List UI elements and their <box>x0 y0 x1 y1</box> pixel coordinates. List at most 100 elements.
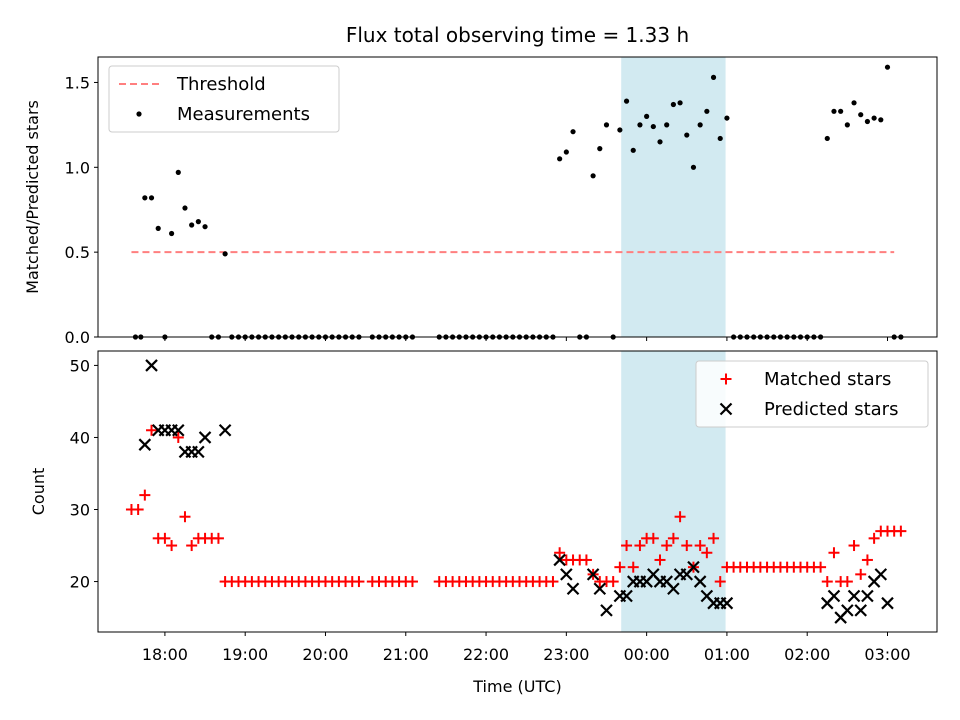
measurement-point <box>189 222 195 228</box>
bottom-y-tick-label: 20 <box>70 573 90 592</box>
matched-star-point <box>681 540 693 552</box>
top-y-tick-label: 1.5 <box>65 73 90 92</box>
top-highlight-span <box>621 57 726 337</box>
legend-entry-label: Threshold <box>176 74 266 95</box>
matched-star-point <box>654 554 666 566</box>
measurement-point <box>844 122 850 128</box>
predicted-star-point <box>720 596 734 610</box>
bottom-series <box>125 359 907 624</box>
x-tick-label: 19:00 <box>222 645 268 664</box>
predicted-star-point <box>172 423 185 437</box>
matched-star-point <box>179 511 191 523</box>
predicted-star-point <box>138 438 152 451</box>
legend-swatch <box>136 111 142 117</box>
measurement-point <box>871 115 877 121</box>
measurement-point <box>630 147 636 153</box>
measurement-point <box>690 164 697 170</box>
predicted-star-point <box>847 589 861 603</box>
measurement-point <box>858 112 864 118</box>
measurement-point <box>182 205 188 211</box>
matched-star-point <box>828 547 840 559</box>
predicted-star-point <box>586 568 600 581</box>
matched-star-point <box>212 532 224 544</box>
x-tick-label: 00:00 <box>624 645 670 664</box>
measurement-point <box>677 100 683 106</box>
matched-star-point <box>647 532 659 544</box>
matched-star-point <box>580 554 592 566</box>
matched-star-point <box>848 540 860 552</box>
predicted-star-point <box>874 568 888 581</box>
matched-star-point <box>634 540 646 552</box>
bottom-y-tick-label: 30 <box>70 501 90 520</box>
measurement-point <box>155 225 161 231</box>
top-y-axis: 0.0 0.5 1.0 1.5 <box>65 73 98 347</box>
measurement-point <box>664 122 670 128</box>
predicted-star-point <box>854 604 868 617</box>
measurement-point <box>202 224 208 230</box>
top-y-tick-label: 0.0 <box>65 328 90 347</box>
predicted-star-point <box>566 582 580 596</box>
matched-star-point <box>895 525 907 537</box>
matched-star-point <box>139 489 151 501</box>
measurement-point <box>824 135 830 142</box>
x-tick-label: 20:00 <box>302 645 348 664</box>
measurement-point <box>644 113 650 119</box>
bottom-x-axis: 18:00 19:00 20:00 21:00 22:00 23:00 00:00 01:00… <box>142 632 911 664</box>
predicted-star-point <box>145 359 158 372</box>
bottom-y-tick-label: 40 <box>70 428 90 447</box>
matched-star-point <box>186 540 198 552</box>
predicted-star-point <box>593 582 607 596</box>
x-tick-label: 03:00 <box>864 645 910 664</box>
measurement-point <box>148 195 155 201</box>
matched-star-point <box>661 540 673 552</box>
top-series <box>131 64 904 340</box>
measurement-point <box>878 117 884 123</box>
predicted-star-point <box>560 568 573 581</box>
measurement-point <box>657 139 663 145</box>
top-y-axis-label: Matched/Predicted stars <box>23 100 42 294</box>
measurement-point <box>557 156 563 162</box>
x-axis-label: Time (UTC) <box>472 677 561 696</box>
x-tick-label: 01:00 <box>704 645 750 664</box>
measurement-point <box>563 149 569 155</box>
x-tick-label: 02:00 <box>784 645 830 664</box>
matched-star-point <box>701 547 713 559</box>
legend-swatch <box>720 373 732 385</box>
top-panel: 0.0 0.5 1.0 1.5 Flux total observing time =… <box>23 23 938 347</box>
predicted-star-point <box>620 589 633 603</box>
matched-star-point <box>406 576 418 588</box>
measurement-point <box>704 108 710 114</box>
bottom-panel: 20 30 40 50 18:00 19:00 20:00 21:00 22:00 23:00 0… <box>29 350 938 696</box>
matched-star-point <box>353 576 365 588</box>
matched-star-point <box>554 547 566 559</box>
legend-entry-label: Predicted stars <box>764 399 898 420</box>
measurement-point <box>851 100 857 106</box>
matched-star-point <box>627 561 639 573</box>
predicted-star-point <box>841 604 854 617</box>
matched-star-point <box>714 576 726 588</box>
matched-star-point <box>841 576 853 588</box>
measurement-point <box>864 118 871 125</box>
measurement-point <box>175 169 181 175</box>
matched-star-point <box>547 576 559 588</box>
bottom-axes-frame <box>97 350 938 633</box>
measurement-point <box>570 129 576 135</box>
predicted-star-point <box>827 589 841 603</box>
top-y-tick-label: 0.5 <box>65 243 90 262</box>
matched-star-point <box>667 532 679 544</box>
bottom-y-tick-label: 50 <box>70 356 90 375</box>
chart-title: Flux total observing time = 1.33 h <box>346 23 689 47</box>
matched-star-point <box>868 532 880 544</box>
measurement-point <box>168 230 175 237</box>
measurement-point <box>222 251 228 257</box>
measurement-point <box>617 127 623 133</box>
measurement-point <box>603 122 610 128</box>
measurement-point <box>590 173 596 179</box>
legend-entry-label: Matched stars <box>764 369 891 390</box>
matched-star-point <box>159 532 171 544</box>
measurement-point <box>142 195 148 201</box>
matched-star-point <box>614 561 626 573</box>
matched-star-point <box>621 540 633 552</box>
matched-star-point <box>166 540 178 552</box>
